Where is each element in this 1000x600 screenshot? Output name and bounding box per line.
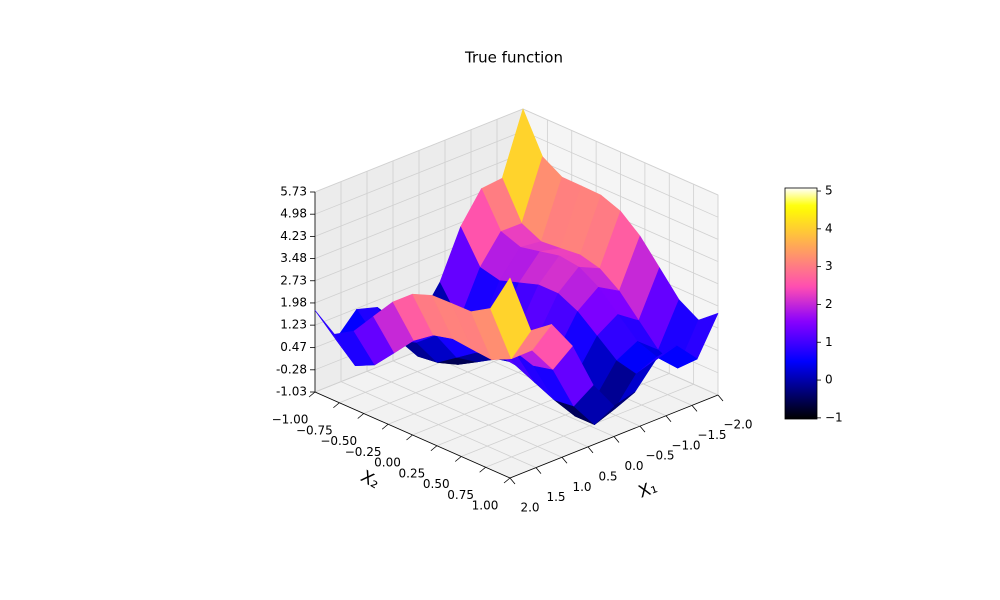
y-tick-label: 0.75 — [447, 488, 474, 502]
z-tick-label: 4.23 — [280, 229, 307, 243]
colorbar-tick-label: 5 — [825, 184, 833, 198]
x-tick-label: −1.5 — [697, 428, 726, 442]
z-tick-label: -0.28 — [276, 362, 307, 376]
x-tick — [561, 456, 568, 464]
x-axis-line — [509, 394, 719, 479]
x-tick-label: 2.0 — [520, 501, 539, 515]
grid-line — [314, 153, 524, 237]
grid-line — [522, 108, 719, 196]
y-tick — [333, 402, 340, 409]
y-tick — [479, 466, 486, 473]
x-tick-label: 1.5 — [546, 490, 565, 504]
x-tick — [639, 425, 646, 433]
y-tick-label: 0.50 — [423, 477, 450, 491]
z-tick-label: 4.98 — [280, 207, 307, 221]
y-axis-label: X₂ — [357, 467, 383, 494]
y-tick — [406, 434, 413, 441]
y-tick-label: 0.25 — [399, 466, 426, 480]
grid-line — [522, 153, 719, 240]
y-tick-label: −0.25 — [345, 445, 382, 459]
y-tick — [381, 423, 389, 430]
y-tick-label: −0.75 — [296, 423, 333, 437]
y-tick — [308, 391, 316, 398]
colorbar-tick-label: 4 — [825, 221, 833, 235]
z-tick-label: 1.23 — [280, 318, 307, 332]
x-tick — [717, 394, 724, 402]
colorbar-tick-label: 0 — [825, 373, 833, 387]
x-tick — [613, 436, 620, 443]
x-tick — [535, 467, 542, 474]
y-tick-label: 1.00 — [472, 499, 499, 513]
z-tick-label: 1.98 — [280, 295, 307, 309]
x-tick-label: −2.0 — [723, 418, 752, 432]
y-tick-label: −1.00 — [272, 413, 309, 427]
x-tick-label: 0.5 — [598, 469, 617, 483]
colorbar — [784, 187, 818, 420]
x-axis-label: X₁ — [636, 477, 660, 502]
colorbar-tick-label: 3 — [825, 259, 833, 273]
x-tick — [691, 405, 698, 412]
z-tick-label: 5.73 — [280, 185, 307, 199]
grid-line — [485, 383, 694, 468]
x-tick-label: −1.0 — [671, 438, 700, 452]
x-tick — [509, 477, 516, 485]
y-tick-label: 0.00 — [374, 456, 401, 470]
y-tick — [357, 413, 365, 419]
colorbar-tick-label: −1 — [825, 410, 843, 424]
grid-line — [314, 108, 524, 193]
x-tick-label: −0.5 — [645, 449, 674, 463]
grid-line — [314, 130, 524, 215]
y-tick — [430, 445, 438, 452]
x-tick — [587, 446, 594, 454]
chart-title: True function — [464, 49, 563, 67]
y-tick-label: −0.50 — [320, 434, 357, 448]
z-tick-label: 3.48 — [280, 251, 307, 265]
y-tick — [454, 456, 462, 462]
surface-patch — [490, 277, 532, 360]
grid-line — [522, 130, 719, 218]
y-axis-line — [314, 391, 511, 479]
x-tick-label: 1.0 — [572, 480, 591, 494]
colorbar-tick-label: 1 — [825, 335, 833, 349]
x-tick — [665, 415, 672, 423]
y-tick — [503, 477, 511, 484]
z-tick-label: 0.47 — [280, 340, 307, 354]
z-tick-label: -1.03 — [276, 385, 307, 399]
z-tick-label: 2.73 — [280, 273, 307, 287]
colorbar-tick-label: 2 — [825, 297, 833, 311]
x-tick-label: 0.0 — [624, 459, 643, 473]
